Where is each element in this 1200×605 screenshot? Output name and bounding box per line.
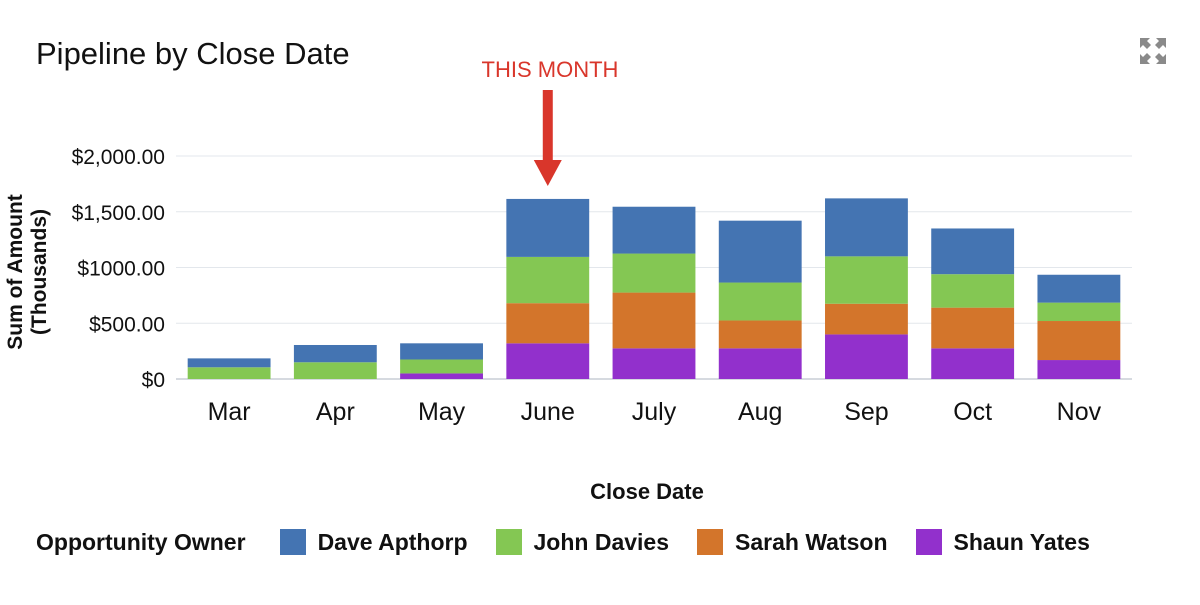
bar-segment-shaun-yates[interactable] (506, 343, 590, 379)
bar-segment-sarah-watson[interactable] (612, 292, 696, 349)
bar-segment-shaun-yates[interactable] (400, 373, 483, 379)
legend-label: Dave Apthorp (317, 528, 468, 555)
expand-icon[interactable] (1140, 38, 1166, 64)
legend-item-john-davies[interactable]: John Davies (495, 528, 670, 556)
bar-segment-shaun-yates[interactable] (1037, 360, 1121, 379)
y-axis-label: Sum of Amount(Thousands) (4, 194, 51, 350)
bar-segment-sarah-watson[interactable] (718, 320, 802, 349)
bar-segment-shaun-yates[interactable] (612, 348, 696, 379)
legend-title: Opportunity Owner (36, 528, 246, 555)
x-axis-label: Close Date (590, 479, 704, 504)
legend-label: Sarah Watson (735, 528, 888, 555)
this-month-annotation: THIS MONTH (481, 57, 619, 82)
bar-segment-john-davies[interactable] (293, 362, 377, 379)
bar-segment-john-davies[interactable] (187, 367, 271, 379)
x-tick-label: Apr (316, 398, 355, 426)
legend-label: John Davies (533, 528, 670, 555)
bar-segment-shaun-yates[interactable] (931, 348, 1015, 379)
bar-segment-john-davies[interactable] (612, 253, 696, 293)
bar-segment-john-davies[interactable] (825, 256, 908, 304)
y-tick-label: $0 (142, 369, 165, 392)
x-tick-label: Sep (844, 398, 888, 426)
x-tick-label: Aug (738, 398, 782, 426)
bar-segment-dave-apthorp[interactable] (506, 198, 590, 257)
y-tick-label: $500.00 (89, 313, 165, 336)
arrow-shaft (542, 90, 553, 162)
bar-segment-sarah-watson[interactable] (1037, 321, 1121, 361)
x-tick-label: July (632, 398, 677, 426)
bar-segment-sarah-watson[interactable] (506, 303, 590, 344)
bar-segment-john-davies[interactable] (506, 256, 590, 304)
bar-segment-sarah-watson[interactable] (825, 303, 908, 335)
bar-segment-dave-apthorp[interactable] (931, 228, 1015, 275)
arrow-down-icon (533, 160, 562, 186)
legend-swatch (697, 529, 724, 555)
bar-segment-sarah-watson[interactable] (931, 307, 1015, 349)
stacked-bar-chart: $0 $500.00 $1000.00 $1,500.00 $2,000.00 Mar A… (4, 90, 1132, 504)
legend-item-sarah-watson[interactable]: Sarah Watson (697, 529, 888, 556)
bar-segment-dave-apthorp[interactable] (187, 358, 271, 368)
x-tick-label: Nov (1057, 398, 1102, 426)
bar-segment-john-davies[interactable] (931, 274, 1015, 308)
bar-segment-john-davies[interactable] (718, 282, 802, 321)
bar-segment-shaun-yates[interactable] (825, 334, 908, 379)
x-tick-label: Mar (208, 398, 251, 426)
x-tick-label: May (418, 398, 466, 426)
legend-swatch (915, 529, 942, 555)
x-tick-label: June (521, 398, 575, 426)
y-tick-label: $1000.00 (77, 258, 165, 281)
bar-segment-dave-apthorp[interactable] (400, 343, 483, 360)
bar-segment-dave-apthorp[interactable] (612, 206, 696, 254)
legend-label: Shaun Yates (953, 528, 1090, 555)
bar-segment-shaun-yates[interactable] (718, 348, 802, 379)
bar-segment-dave-apthorp[interactable] (825, 198, 908, 257)
x-tick-label: Oct (953, 398, 992, 426)
bar-segment-dave-apthorp[interactable] (293, 344, 377, 363)
legend-item-dave-apthorp[interactable]: Dave Apthorp (279, 528, 468, 556)
bar-segment-john-davies[interactable] (400, 359, 483, 374)
bar-segment-dave-apthorp[interactable] (718, 220, 802, 283)
legend-swatch (279, 529, 306, 555)
bar-segment-dave-apthorp[interactable] (1037, 274, 1121, 303)
legend-swatch (495, 529, 522, 555)
y-tick-label: $2,000.00 (72, 146, 165, 169)
y-tick-label: $1,500.00 (72, 202, 165, 225)
bar-segment-john-davies[interactable] (1037, 302, 1121, 322)
chart-title: Pipeline by Close Date (36, 36, 350, 71)
legend-item-shaun-yates[interactable]: Shaun Yates (915, 528, 1090, 556)
legend: Opportunity Owner Dave Apthorp John Davie… (36, 526, 1118, 558)
